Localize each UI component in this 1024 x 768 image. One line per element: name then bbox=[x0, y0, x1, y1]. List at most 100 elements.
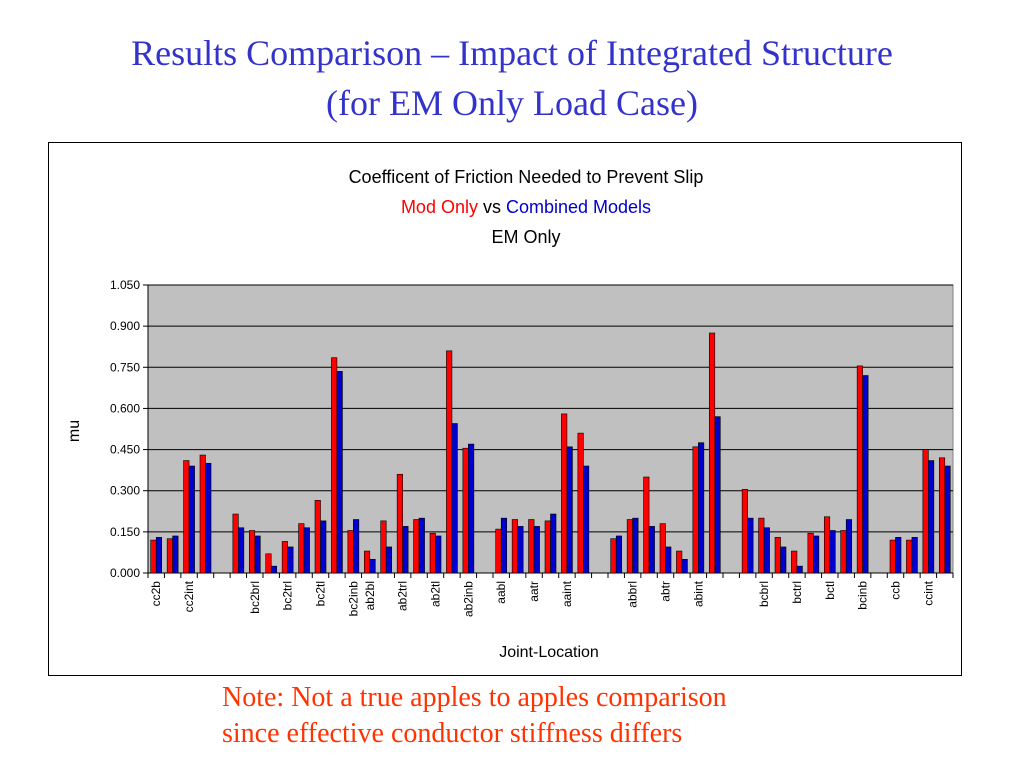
bar-combined bbox=[944, 465, 951, 574]
bar-mod-only bbox=[331, 357, 338, 574]
note: Note: Not a true apples to apples compar… bbox=[222, 680, 982, 752]
bar-combined bbox=[369, 558, 376, 574]
x-tick-label: ab2trl bbox=[396, 581, 410, 611]
bar-mod-only bbox=[561, 413, 568, 574]
bar-mod-only bbox=[462, 447, 469, 574]
y-tick-label: 0.300 bbox=[110, 484, 140, 498]
bar-combined bbox=[254, 535, 261, 574]
bar-mod-only bbox=[922, 449, 929, 574]
bar-combined bbox=[632, 517, 639, 574]
bar-combined bbox=[500, 517, 508, 574]
bar-combined bbox=[418, 517, 425, 574]
x-tick-label: aatr bbox=[527, 581, 541, 602]
bar-mod-only bbox=[232, 513, 239, 574]
bar-combined bbox=[287, 546, 294, 574]
slide-title-line1: Results Comparison – Impact of Integrate… bbox=[131, 33, 893, 73]
bar-combined bbox=[566, 446, 573, 574]
bar-combined bbox=[747, 517, 754, 574]
note-line2: since effective conductor stiffness diff… bbox=[222, 718, 683, 749]
bar-mod-only bbox=[281, 541, 288, 574]
bar-mod-only bbox=[626, 519, 633, 574]
bar-combined bbox=[845, 519, 853, 574]
bar-mod-only bbox=[199, 454, 206, 574]
bar-combined bbox=[714, 416, 721, 574]
x-tick-label: ccb bbox=[889, 581, 903, 600]
x-tick-label: bctl bbox=[823, 581, 837, 600]
x-tick-label: bc2inb bbox=[346, 581, 360, 617]
bar-combined bbox=[402, 526, 409, 574]
bar-combined bbox=[468, 443, 475, 574]
bar-mod-only bbox=[183, 460, 190, 574]
bar-mod-only bbox=[577, 432, 584, 574]
y-tick-label: 0.900 bbox=[110, 319, 140, 333]
bar-mod-only bbox=[791, 550, 798, 574]
bar-mod-only bbox=[544, 520, 551, 574]
y-tick-label: 0.450 bbox=[110, 443, 140, 457]
bar-mod-only bbox=[889, 539, 896, 574]
bar-combined bbox=[895, 537, 902, 574]
bar-combined bbox=[780, 546, 787, 574]
x-tick-label: ab2tl bbox=[429, 581, 443, 607]
chart-title-mod: Mod Only bbox=[401, 197, 478, 217]
bar-mod-only bbox=[511, 519, 518, 574]
bar-combined bbox=[763, 527, 770, 574]
bar-combined bbox=[205, 462, 212, 574]
bar-combined bbox=[862, 375, 869, 574]
bar-mod-only bbox=[347, 530, 354, 574]
chart-title-combined: Combined Models bbox=[506, 197, 651, 217]
plot-area: 0.000 0.150 0.300 0.450 0.600 0.750 0.900 1.050… bbox=[110, 278, 954, 617]
bar-combined bbox=[911, 537, 918, 574]
x-tick-label: abint bbox=[691, 580, 705, 607]
x-tick-label: abtr bbox=[659, 581, 673, 602]
bar-combined bbox=[451, 423, 458, 574]
slide-title: Results Comparison – Impact of Integrate… bbox=[0, 28, 1024, 128]
x-tick-label: abbrl bbox=[626, 581, 640, 608]
bar-mod-only bbox=[363, 550, 371, 574]
bar-combined bbox=[188, 465, 195, 574]
x-tick-label: bcbrl bbox=[757, 581, 771, 607]
chart-frame: Coefficent of Friction Needed to Prevent… bbox=[48, 142, 962, 676]
x-tick-label: ab2bl bbox=[363, 581, 377, 610]
bar-combined bbox=[336, 371, 343, 574]
y-tick-label: 0.150 bbox=[110, 525, 140, 539]
bar-combined bbox=[517, 526, 524, 574]
bar-combined bbox=[270, 565, 278, 574]
x-tick-label: cc2b bbox=[149, 581, 163, 607]
bar-mod-only bbox=[380, 520, 387, 574]
bar-combined bbox=[353, 519, 360, 574]
bar-combined bbox=[172, 535, 179, 574]
bar-mod-only bbox=[528, 519, 535, 574]
bar-combined bbox=[583, 465, 590, 574]
bar-combined bbox=[550, 513, 557, 574]
x-tick-label: cc2int bbox=[182, 580, 196, 612]
bar-mod-only bbox=[248, 530, 256, 574]
bar-mod-only bbox=[659, 523, 666, 574]
bar-mod-only bbox=[495, 528, 502, 574]
bar-combined bbox=[698, 442, 705, 574]
bar-combined bbox=[303, 527, 310, 574]
x-tick-label: bcinb bbox=[856, 581, 870, 610]
bar-combined bbox=[435, 535, 442, 574]
bar-mod-only bbox=[150, 539, 157, 574]
bar-mod-only bbox=[265, 553, 272, 574]
bar-chart: Coefficent of Friction Needed to Prevent… bbox=[66, 167, 954, 661]
chart-title-vs: vs bbox=[478, 197, 506, 217]
x-tick-label: ab2inb bbox=[461, 581, 475, 617]
x-axis-label: Joint-Location bbox=[499, 644, 599, 661]
bar-mod-only bbox=[758, 517, 765, 574]
x-tick-label: aaint bbox=[560, 580, 574, 607]
bar-mod-only bbox=[692, 446, 699, 574]
bar-mod-only bbox=[741, 489, 748, 574]
bar-combined bbox=[155, 537, 163, 574]
chart-title-line3: EM Only bbox=[491, 227, 560, 247]
bar-combined bbox=[238, 527, 245, 574]
bar-mod-only bbox=[840, 530, 847, 574]
x-tick-label: bctrl bbox=[790, 581, 804, 604]
x-tick-label: aabl bbox=[494, 581, 508, 604]
bar-mod-only bbox=[429, 532, 436, 574]
bar-combined bbox=[648, 526, 655, 574]
bar-mod-only bbox=[774, 537, 781, 574]
note-line1: Note: Not a true apples to apples compar… bbox=[222, 682, 727, 713]
y-tick-label: 0.750 bbox=[110, 360, 140, 374]
x-tick-label: bc2trl bbox=[281, 581, 295, 610]
